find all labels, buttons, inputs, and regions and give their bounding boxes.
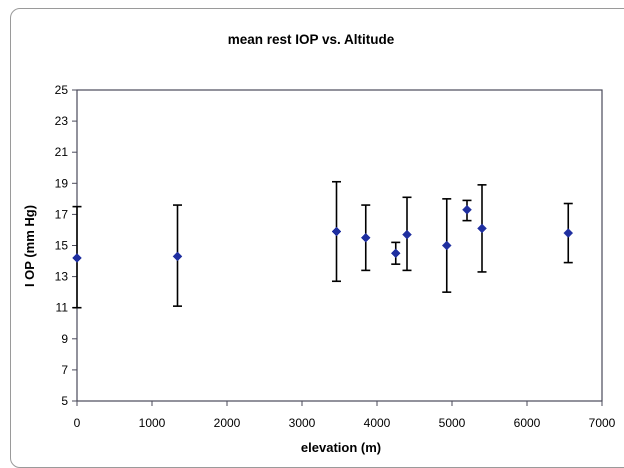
diamond-marker <box>331 226 342 237</box>
y-axis-label: I OP (mm Hg) <box>22 205 37 287</box>
y-tick-label: 23 <box>55 114 69 128</box>
y-tick-label: 25 <box>55 83 69 97</box>
x-tick-label: 5000 <box>439 416 466 430</box>
plot-area <box>76 89 603 402</box>
data-point <box>331 180 342 283</box>
y-tick-label: 21 <box>55 145 69 159</box>
x-tick-label: 0 <box>74 416 81 430</box>
chart-title: mean rest IOP vs. Altitude <box>228 32 395 47</box>
y-tick-label: 9 <box>61 332 68 346</box>
data-point <box>477 184 487 273</box>
data-point <box>172 204 183 307</box>
y-tick-label: 11 <box>56 301 69 315</box>
x-tick-label: 4000 <box>364 416 391 430</box>
data-point <box>462 199 472 222</box>
data-series <box>72 180 574 309</box>
y-tick-label: 7 <box>61 363 68 377</box>
diamond-marker <box>563 228 574 238</box>
y-tick-label: 15 <box>55 239 69 253</box>
data-point <box>563 202 574 264</box>
diamond-marker <box>72 253 82 263</box>
data-point <box>72 205 82 309</box>
data-point <box>390 241 401 265</box>
data-point <box>402 196 412 272</box>
data-point <box>441 198 452 293</box>
diamond-marker <box>462 204 472 215</box>
x-axis-label: elevation (m) <box>301 440 381 455</box>
diamond-marker <box>441 240 452 251</box>
x-tick-label: 2000 <box>214 416 241 430</box>
diamond-marker <box>402 229 412 240</box>
y-tick-label: 5 <box>61 394 68 408</box>
chart-svg: mean rest IOP vs. Altitude 5 7 9 11 13 15 17 19… <box>22 32 616 455</box>
diamond-marker <box>172 251 183 262</box>
y-tick-label: 13 <box>55 270 69 284</box>
y-tick-label: 17 <box>55 207 69 221</box>
x-tick-label: 6000 <box>514 416 541 430</box>
diamond-marker <box>390 248 401 259</box>
x-tick-label: 3000 <box>289 416 316 430</box>
x-axis: 0 1000 2000 3000 4000 5000 6000 7000 <box>74 401 616 430</box>
data-point <box>360 204 371 272</box>
y-tick-label: 19 <box>55 176 69 190</box>
diamond-marker <box>360 232 371 243</box>
diamond-marker <box>477 223 487 234</box>
x-tick-label: 7000 <box>589 416 616 430</box>
x-tick-label: 1000 <box>139 416 166 430</box>
y-axis: 5 7 9 11 13 15 17 19 21 23 25 <box>55 83 77 408</box>
